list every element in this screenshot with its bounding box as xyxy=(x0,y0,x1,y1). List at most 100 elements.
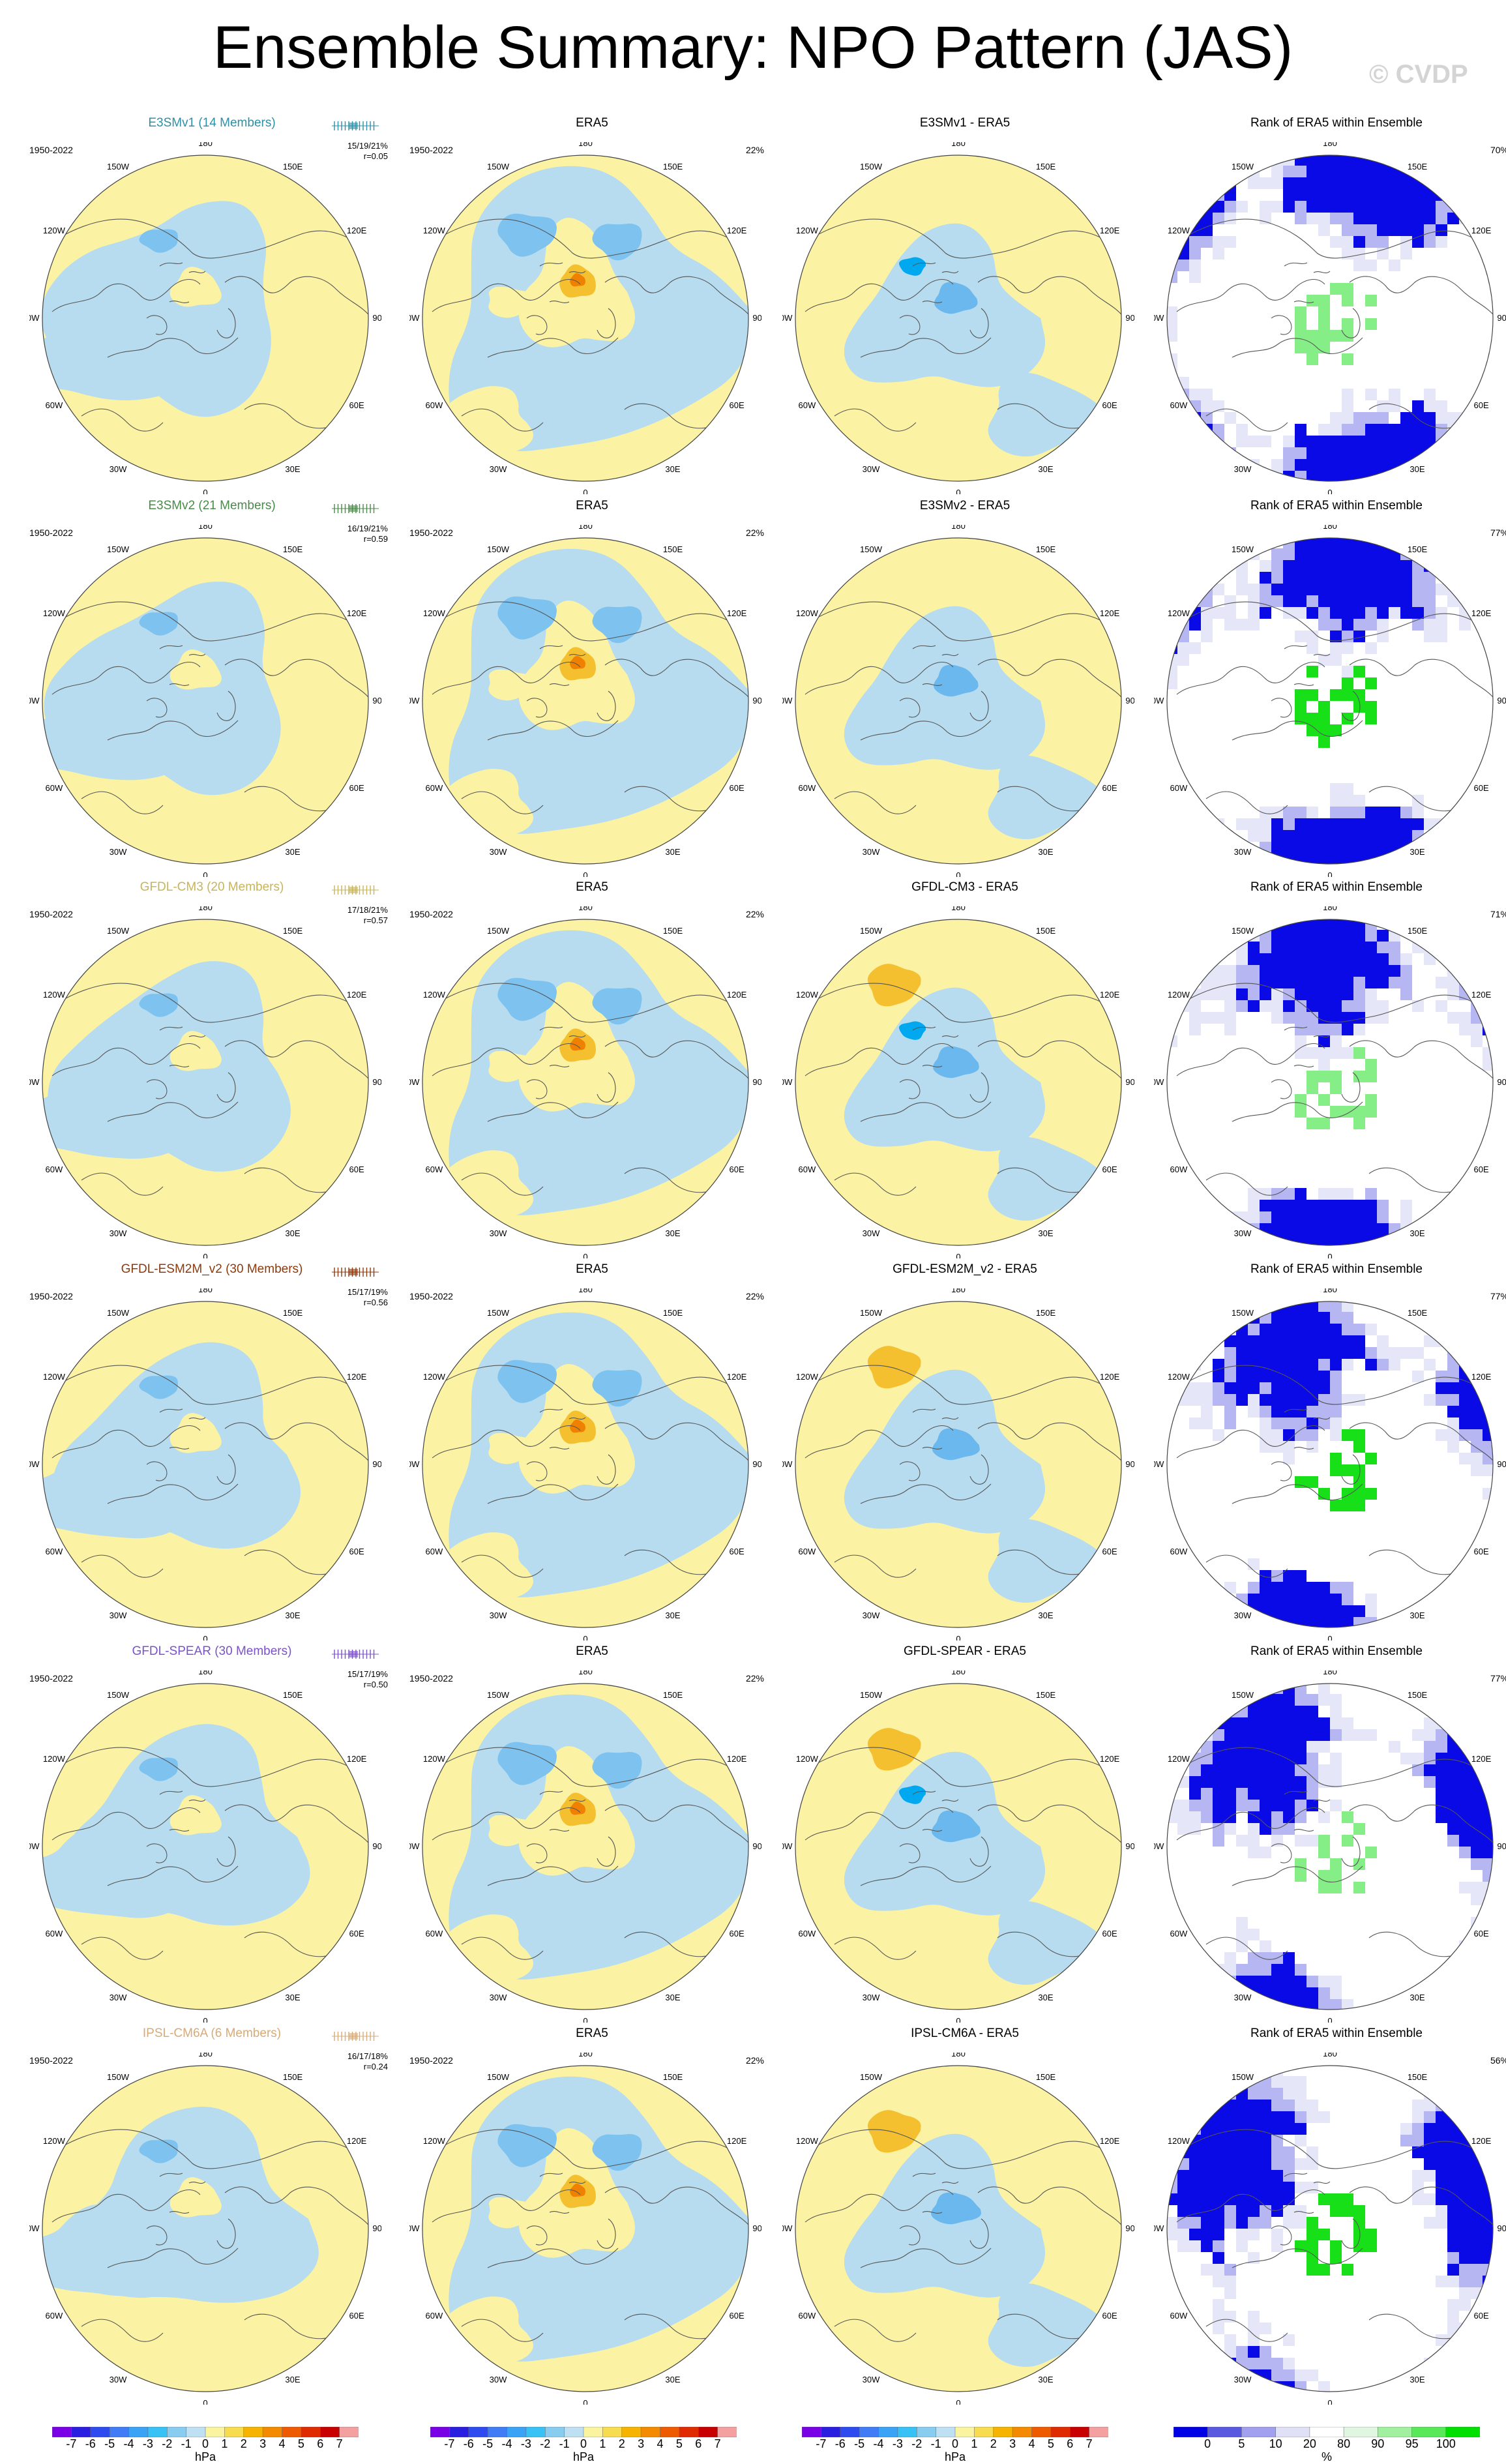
rank-cell xyxy=(1271,1324,1283,1335)
lon-label: 120W xyxy=(423,1754,446,1764)
rank-cell xyxy=(1307,988,1318,1000)
rank-cell xyxy=(1236,1717,1248,1729)
rank-cell xyxy=(1389,177,1400,189)
rank-cell xyxy=(1236,988,1248,1000)
rank-cell xyxy=(1201,2193,1213,2205)
rank-cell xyxy=(1330,631,1342,642)
lon-label: 30E xyxy=(665,1228,680,1238)
rank-cell xyxy=(1236,1776,1248,1788)
lon-label: 150E xyxy=(663,926,683,936)
rank-cell xyxy=(1494,830,1506,842)
rank-cell xyxy=(1154,2135,1166,2146)
colorbar-tick-label: 2 xyxy=(618,2437,625,2450)
rank-cell xyxy=(1471,1917,1483,1929)
rank-cell xyxy=(1389,201,1400,213)
rank-cell xyxy=(1283,930,1295,942)
rank-cell xyxy=(1471,189,1483,201)
rank-cell xyxy=(1459,2264,1471,2276)
colorbar-swatch xyxy=(1241,2427,1277,2437)
rank-cell xyxy=(1295,1706,1307,1717)
rank-cell xyxy=(1494,1605,1506,1617)
rank-cell xyxy=(1248,1952,1260,1964)
rank-cell xyxy=(1295,1788,1307,1800)
rank-cell xyxy=(1342,471,1353,481)
negative-anomaly-core xyxy=(497,1359,557,1403)
rank-cell xyxy=(1260,2193,1271,2205)
rank-cell xyxy=(1424,1753,1436,1764)
rank-cell xyxy=(1260,155,1271,166)
rank-cell xyxy=(1330,1694,1342,1706)
colorbar-tick-label: 7 xyxy=(336,2437,343,2450)
rank-cell xyxy=(1154,166,1166,177)
rank-cell xyxy=(1177,166,1189,177)
rank-cell xyxy=(1167,471,1177,481)
rank-cell xyxy=(1177,853,1189,864)
rank-cell xyxy=(1389,142,1400,154)
rank-cell xyxy=(1248,1847,1260,1858)
rank-cell xyxy=(1424,595,1436,607)
rank-cell xyxy=(1494,2146,1506,2158)
rank-cell xyxy=(1201,436,1213,447)
colorbar-swatch xyxy=(205,2427,226,2437)
rank-cell xyxy=(1236,2229,1248,2240)
rank-cell xyxy=(1307,953,1318,965)
map-boundary xyxy=(795,537,1122,865)
rank-cell xyxy=(1248,2193,1260,2205)
rank-cell xyxy=(1295,584,1307,595)
rank-cell xyxy=(1365,177,1377,189)
rank-cell xyxy=(1260,2111,1271,2123)
rank-cell xyxy=(1400,977,1412,988)
rank-cell xyxy=(1424,2135,1436,2146)
rank-cell xyxy=(1260,853,1271,864)
rank-cell xyxy=(1494,2264,1506,2276)
rank-cell xyxy=(1154,1359,1166,1371)
rank-cell xyxy=(1318,2229,1330,2240)
rank-cell xyxy=(1177,830,1189,842)
rank-cell xyxy=(1459,595,1471,607)
rank-cell xyxy=(1400,572,1412,584)
colorbar-tick-label: 80 xyxy=(1337,2437,1351,2450)
rank-cell xyxy=(1459,1835,1471,1847)
rank-cell xyxy=(1224,2170,1236,2182)
rank-cell xyxy=(1283,1706,1295,1717)
lon-label: 150W xyxy=(107,926,130,936)
rank-cell xyxy=(1459,1882,1471,1893)
rank-cell xyxy=(1224,1382,1236,1394)
rank-cell xyxy=(1342,155,1353,166)
rank-cell xyxy=(1260,1987,1271,1999)
positive-anomaly-core xyxy=(570,2183,585,2197)
rank-cell xyxy=(1236,818,1248,830)
rank-cell xyxy=(1389,953,1400,965)
rank-cell xyxy=(1471,2100,1483,2111)
lon-label: 0 xyxy=(1327,2398,1332,2405)
rank-cell xyxy=(1154,1764,1166,1776)
rank-cell xyxy=(1365,713,1377,724)
member-spread-whisker xyxy=(332,1650,379,1659)
rank-cell xyxy=(1436,459,1447,471)
rank-cell xyxy=(1365,595,1377,607)
colorbar-swatches xyxy=(52,2427,359,2437)
rank-cell xyxy=(1295,1247,1307,1258)
rank-cell xyxy=(1330,1335,1342,1347)
rank-cell xyxy=(1177,2123,1189,2135)
rank-cell xyxy=(1177,2146,1189,2158)
rank-cell xyxy=(1483,1694,1493,1706)
rank-cell xyxy=(1330,654,1342,666)
rank-cell xyxy=(1365,2229,1377,2240)
rank-cell xyxy=(1201,1753,1213,1764)
rank-cell xyxy=(1353,1347,1365,1359)
rank-cell xyxy=(1365,1847,1377,1858)
rank-cell xyxy=(1342,1200,1353,1211)
rank-cell xyxy=(1459,2217,1471,2229)
rank-cell xyxy=(1307,572,1318,584)
rank-cell xyxy=(1400,2123,1412,2135)
rank-cell xyxy=(1342,1617,1353,1627)
rank-cell xyxy=(1342,166,1353,177)
rank-cell xyxy=(1260,807,1271,818)
rank-cell xyxy=(1260,595,1271,607)
rank-cell xyxy=(1167,189,1177,201)
positive-anomaly-core xyxy=(867,1728,921,1771)
lon-label: 180 xyxy=(951,1288,966,1294)
rank-cell xyxy=(1260,1312,1271,1324)
lon-label: 0 xyxy=(956,870,960,877)
